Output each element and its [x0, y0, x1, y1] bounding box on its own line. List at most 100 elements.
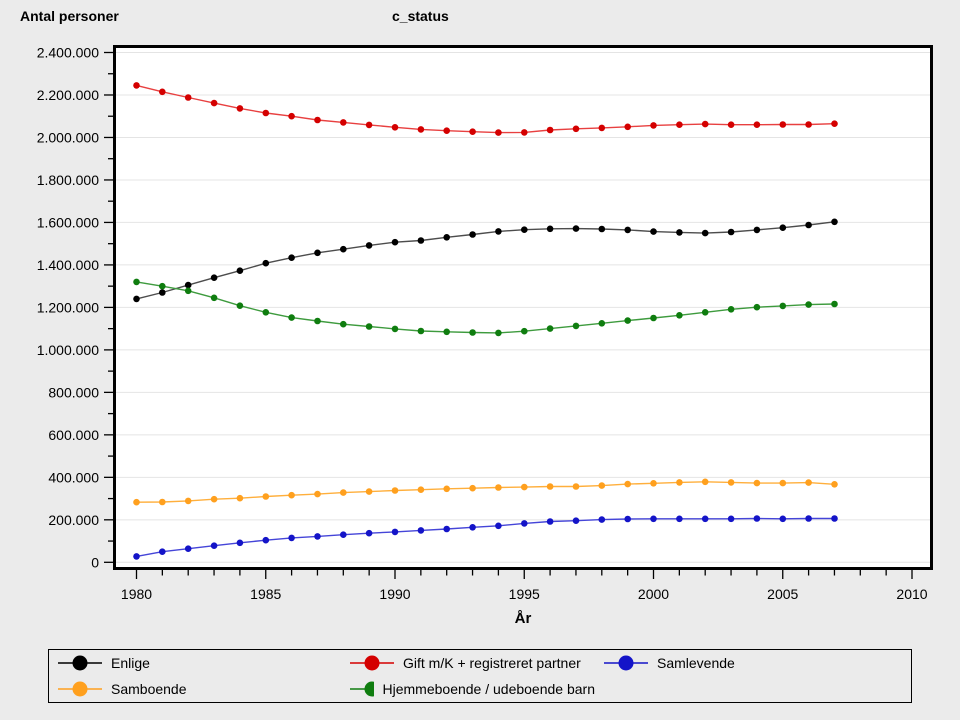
legend-item: Samlevende: [595, 650, 911, 676]
series-point: [314, 490, 321, 498]
plot-frame: [113, 45, 933, 570]
legend-item-label: Samlevende: [657, 655, 735, 671]
series-point: [676, 479, 683, 486]
series-point: [495, 129, 502, 136]
y-tick-label: 2.000.000: [37, 129, 99, 145]
series-point: [417, 486, 425, 494]
series-point: [236, 105, 244, 112]
series-point: [340, 245, 347, 253]
series-point: [210, 99, 218, 107]
series-point: [210, 495, 218, 503]
series-point: [262, 109, 270, 117]
series-point: [831, 515, 838, 522]
series-point: [546, 225, 554, 233]
series-point: [184, 281, 192, 289]
series-point: [572, 322, 580, 330]
y-tick-label: 200.000: [48, 512, 99, 528]
line-chart: 0 200.000 400.000 600.000 800.000 1.000.000 1.…: [37, 45, 933, 602]
series-point: [727, 479, 735, 486]
legend: Enlige Gift m/K + registreret partner Saml…: [48, 649, 912, 703]
series-point: [572, 225, 580, 232]
series-point: [236, 494, 244, 502]
series-point: [262, 309, 270, 316]
series-point: [546, 518, 554, 525]
series-point: [262, 493, 270, 500]
series-point: [133, 498, 140, 506]
series-point: [443, 525, 451, 533]
series-point: [779, 302, 787, 310]
series-point: [210, 542, 218, 549]
group-title: c_status: [392, 8, 449, 24]
series-point: [314, 317, 321, 325]
series-point: [521, 327, 528, 335]
series-point: [495, 228, 502, 235]
y-tick-label: 0: [91, 554, 99, 570]
legend-item-label: Enlige: [111, 655, 150, 671]
series-point: [521, 520, 528, 527]
series-point: [365, 323, 373, 330]
series-point: [417, 237, 425, 244]
series-point: [495, 522, 502, 530]
series-line-gift-m-k-registreret-partner: [136, 84, 835, 134]
legend-item: Hjemmeboende / udeboende barn: [341, 676, 595, 702]
series-point: [159, 498, 166, 506]
series-point: [391, 487, 399, 494]
series-point: [210, 294, 218, 302]
series-line-hjemmeboende-udeboende-barn: [136, 281, 835, 334]
series-point: [624, 480, 631, 488]
series-point: [521, 483, 528, 491]
series-point: [650, 228, 657, 235]
x-tick-label: 2005: [767, 586, 798, 602]
series-point: [831, 481, 838, 488]
series-point: [340, 119, 347, 126]
series-point: [314, 533, 321, 540]
series-point: [443, 485, 451, 493]
series-point: [314, 249, 321, 257]
y-tick-label: 1.200.000: [37, 299, 99, 315]
legend-item-label: Hjemmeboende / udeboende barn: [382, 681, 596, 697]
series-point: [236, 267, 244, 275]
series-point: [469, 484, 476, 492]
series-point: [624, 123, 631, 131]
series-point: [133, 553, 140, 560]
series-point: [779, 224, 787, 231]
series-point: [391, 528, 399, 536]
series-point: [340, 489, 347, 496]
series-point: [650, 480, 657, 487]
series-point: [417, 527, 425, 534]
series-point: [417, 126, 425, 133]
series-point: [650, 314, 657, 322]
y-tick-label: 1.800.000: [37, 172, 99, 188]
x-tick-label: 1985: [250, 586, 281, 602]
series-point: [236, 302, 244, 310]
series-line-enlige: [136, 221, 835, 300]
legend-marker-icon: [350, 655, 394, 671]
series-point: [469, 128, 476, 135]
y-tick-label: 1.600.000: [37, 214, 99, 230]
series-point: [753, 479, 761, 487]
series-point: [391, 325, 399, 333]
series-point: [546, 325, 554, 332]
series-point: [572, 483, 580, 490]
series-point: [831, 300, 838, 308]
series-point: [210, 274, 218, 282]
series-point: [701, 478, 709, 486]
series-point: [779, 515, 787, 523]
series-point: [676, 229, 683, 236]
series-point: [650, 515, 657, 523]
series-point: [805, 301, 812, 308]
series-point: [443, 234, 451, 241]
series-point: [236, 539, 244, 547]
series-point: [365, 242, 373, 249]
series-point: [184, 94, 192, 101]
x-tick-label: 2010: [896, 586, 927, 602]
series-point: [779, 121, 787, 128]
series-point: [184, 545, 192, 552]
series-point: [650, 122, 657, 129]
series-point: [288, 534, 295, 542]
series-point: [469, 231, 476, 238]
series-point: [753, 515, 761, 522]
legend-item: Gift m/K + registreret partner: [341, 650, 595, 676]
legend-item-label: Gift m/K + registreret partner: [403, 655, 581, 671]
series-point: [417, 327, 425, 335]
